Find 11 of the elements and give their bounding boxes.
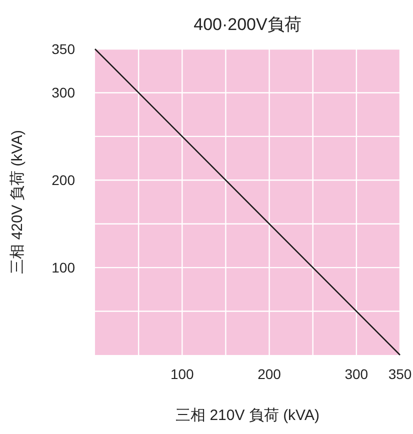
x-axis-title: 三相 210V 負荷 (kVA) [176, 407, 320, 424]
y-tick-label: 100 [52, 260, 76, 276]
y-tick-label: 350 [52, 41, 76, 57]
y-tick-label: 200 [52, 172, 76, 188]
x-tick-label: 100 [170, 366, 194, 382]
chart-title: 400·200V負荷 [194, 15, 302, 34]
y-tick-label: 300 [52, 84, 76, 101]
x-tick-label: 300 [344, 366, 368, 382]
y-axis-title: 三相 420V 負荷 (kVA) [9, 130, 26, 274]
x-tick-label: 200 [258, 366, 282, 382]
x-tick-label: 350 [388, 366, 412, 382]
